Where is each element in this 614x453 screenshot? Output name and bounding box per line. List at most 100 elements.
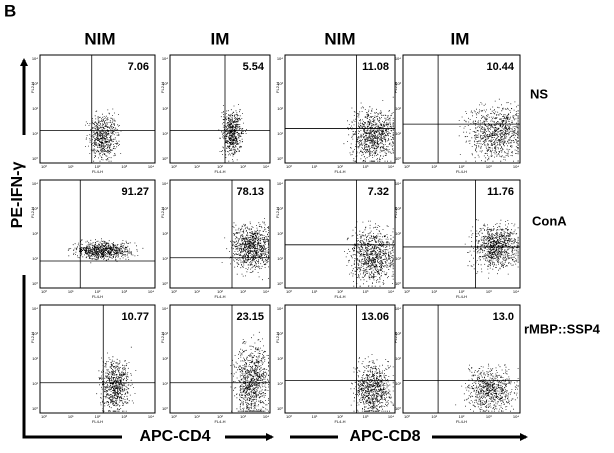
x-tick-label: 10³	[486, 289, 492, 294]
x-tick-label: 10⁴	[513, 414, 519, 419]
x-tick-label: 10⁴	[148, 164, 154, 169]
x-tick-label: 10¹	[68, 414, 74, 419]
x-tick-label: 10¹	[431, 164, 437, 169]
x-tick-label: 10²	[217, 414, 223, 419]
y-tick-label: 10²	[162, 106, 168, 111]
x-tick-label: 10³	[486, 164, 492, 169]
y-channel-label: FL2-H	[160, 332, 165, 343]
x-tick-label: 10¹	[194, 164, 200, 169]
event-cloud	[85, 108, 122, 162]
x-tick-label: 10⁰	[286, 289, 292, 294]
y-tick-label: 10³	[32, 206, 38, 211]
quadrant-percentage: 10.44	[486, 61, 514, 73]
y-tick-label: 10²	[277, 106, 283, 111]
quadrant-percentage: 11.76	[487, 186, 514, 198]
x-channel-label: FL4-H	[92, 169, 103, 174]
column-header: NIM	[324, 29, 355, 48]
plot-frame	[169, 304, 271, 414]
x-tick-label: 10²	[459, 289, 465, 294]
event-cloud	[464, 219, 519, 279]
x-tick-label: 10³	[363, 289, 369, 294]
plot-frame	[39, 179, 156, 289]
event-cloud	[230, 331, 269, 412]
y-channel-label: FL2-H	[30, 82, 35, 93]
y-tick-label: 10⁰	[395, 406, 401, 411]
y-tick-label: 10⁴	[395, 56, 401, 61]
axis-line	[22, 275, 122, 439]
x-tick-label: 10⁰	[286, 414, 292, 419]
y-tick-label: 10⁰	[277, 406, 283, 411]
y-tick-label: 10³	[32, 331, 38, 336]
y-channel-label: FL2-H	[275, 207, 280, 218]
y-channel-label: FL2-H	[393, 207, 398, 218]
y-tick-label: 10⁰	[277, 156, 283, 161]
column-header: NIM	[84, 29, 115, 48]
x-tick-label: 10²	[217, 164, 223, 169]
column-header: IM	[211, 29, 230, 48]
y-tick-label: 10³	[162, 331, 168, 336]
event-cloud	[96, 346, 137, 412]
y-tick-label: 10³	[162, 206, 168, 211]
x-tick-label: 10²	[459, 164, 465, 169]
x-axis-label: APC-CD4	[139, 428, 210, 445]
x-tick-label: 10⁰	[404, 289, 410, 294]
panel-label: B	[4, 1, 16, 20]
y-tick-label: 10²	[32, 231, 38, 236]
panel-grid: 7.0610⁰10⁰10¹10¹10²10²10³10³10⁴10⁴FL4-HF…	[30, 54, 521, 424]
y-tick-label: 10¹	[395, 131, 401, 136]
x-tick-label: 10¹	[194, 289, 200, 294]
event-cloud	[221, 218, 269, 281]
x-tick-label: 10³	[363, 164, 369, 169]
x-tick-label: 10²	[95, 414, 101, 419]
x-tick-label: 10²	[95, 164, 101, 169]
x-tick-label: 10²	[337, 414, 343, 419]
x-tick-label: 10⁰	[286, 164, 292, 169]
event-cloud	[455, 363, 519, 412]
y-tick-label: 10³	[32, 81, 38, 86]
y-tick-label: 10¹	[162, 381, 168, 386]
x-tick-label: 10⁴	[263, 289, 269, 294]
y-tick-label: 10¹	[32, 256, 38, 261]
x-tick-label: 10⁴	[388, 289, 394, 294]
column-header: IM	[451, 29, 470, 48]
y-channel-label: FL2-H	[275, 332, 280, 343]
y-tick-label: 10¹	[162, 131, 168, 136]
quadrant-percentage: 10.77	[121, 311, 149, 323]
y-tick-label: 10³	[395, 206, 401, 211]
plot-frame	[169, 54, 271, 164]
x-tick-label: 10⁴	[263, 164, 269, 169]
y-tick-label: 10⁰	[395, 156, 401, 161]
y-tick-label: 10²	[395, 231, 401, 236]
x-channel-label: FL4-H	[334, 169, 345, 174]
y-tick-label: 10¹	[32, 131, 38, 136]
x-tick-label: 10¹	[312, 289, 318, 294]
y-channel-label: FL2-H	[275, 82, 280, 93]
y-tick-label: 10⁴	[32, 306, 38, 311]
x-channel-label: FL4-H	[92, 419, 103, 424]
x-tick-label: 10¹	[431, 414, 437, 419]
event-cloud	[458, 98, 519, 162]
y-tick-label: 10⁴	[395, 181, 401, 186]
row-label: NS	[530, 86, 548, 101]
y-tick-label: 10²	[32, 106, 38, 111]
quadrant-percentage: 7.06	[128, 61, 149, 73]
y-tick-label: 10⁰	[32, 281, 38, 286]
x-tick-label: 10⁴	[513, 289, 519, 294]
y-tick-label: 10¹	[277, 256, 283, 261]
y-tick-label: 10³	[277, 81, 283, 86]
y-tick-label: 10⁴	[32, 181, 38, 186]
x-tick-label: 10⁴	[388, 414, 394, 419]
x-tick-label: 10²	[95, 289, 101, 294]
event-cloud	[67, 238, 144, 264]
y-channel-label: FL2-H	[30, 332, 35, 343]
x-tick-label: 10⁰	[41, 164, 47, 169]
x-tick-label: 10¹	[312, 164, 318, 169]
x-tick-label: 10³	[121, 414, 127, 419]
x-channel-label: FL4-H	[334, 294, 345, 299]
x-tick-label: 10⁰	[404, 414, 410, 419]
y-tick-label: 10⁰	[395, 281, 401, 286]
x-tick-label: 10²	[459, 414, 465, 419]
y-channel-label: FL2-H	[393, 82, 398, 93]
x-tick-label: 10¹	[68, 289, 74, 294]
